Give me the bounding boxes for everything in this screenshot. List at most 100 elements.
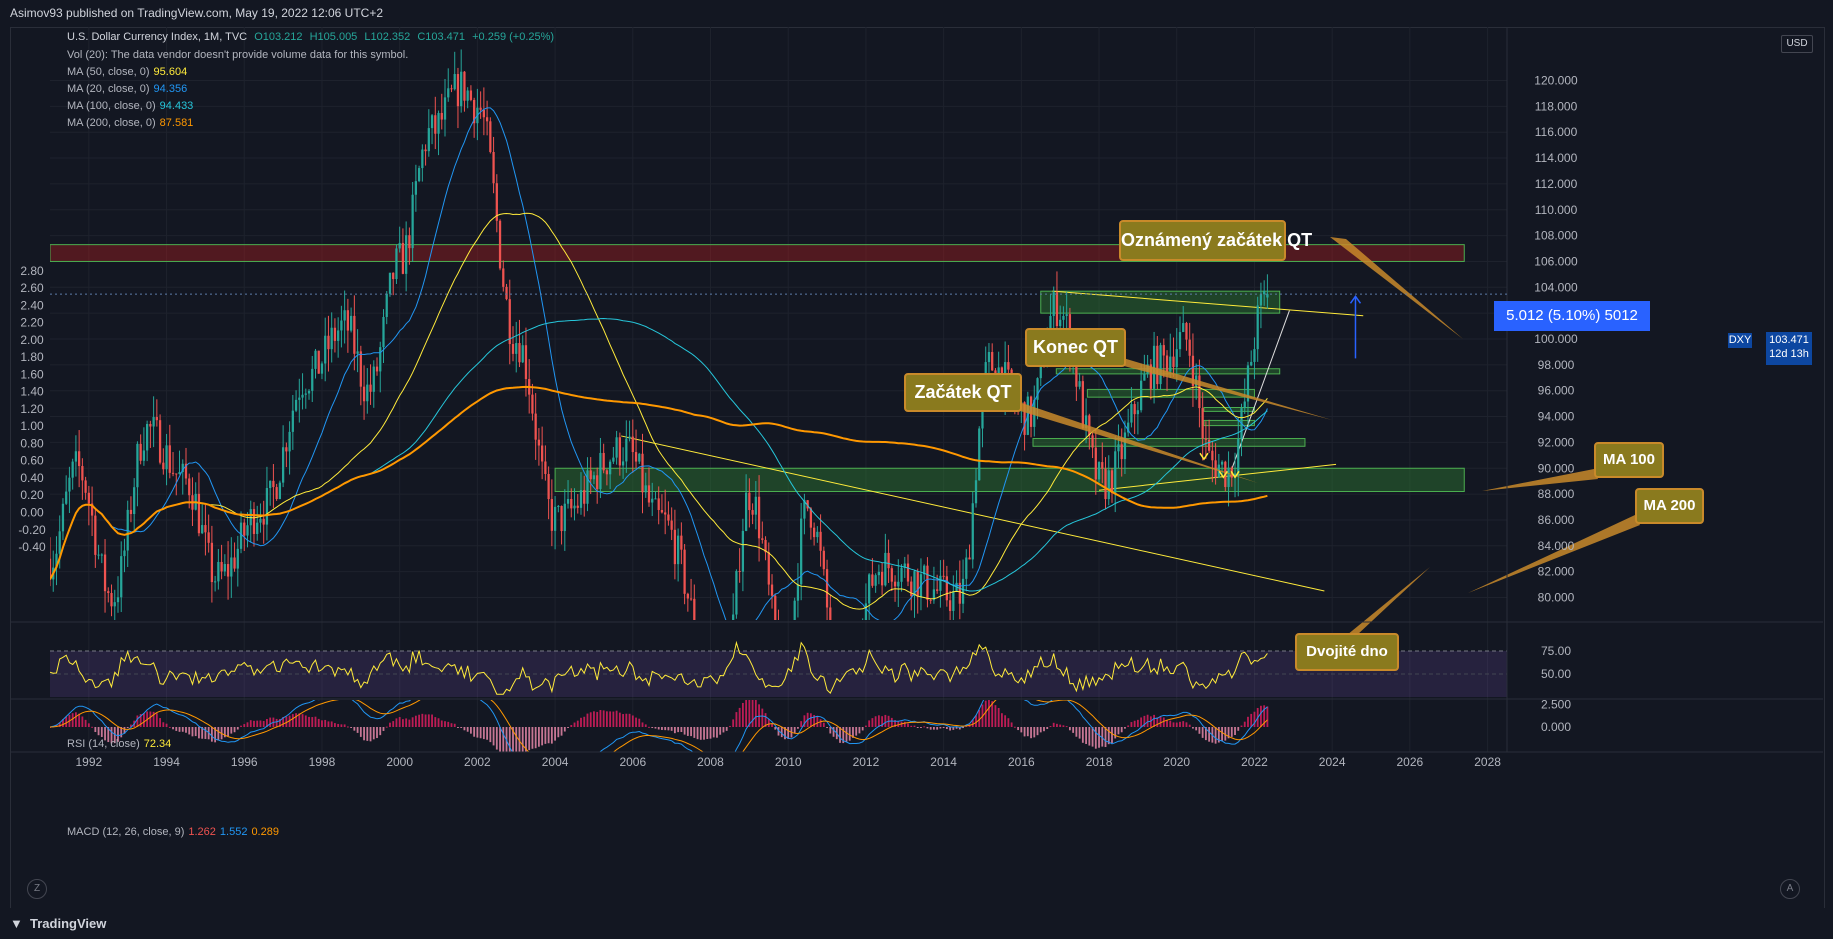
callout-dvojite-dno[interactable]: Dvojité dno — [1295, 633, 1399, 671]
support-zone — [1040, 290, 1281, 314]
macd-histogram-bar — [1198, 727, 1201, 734]
candle-body — [1143, 373, 1146, 381]
macd-histogram-bar — [612, 711, 615, 727]
macd-histogram-bar — [547, 727, 550, 744]
candle-body — [932, 589, 936, 601]
macd-histogram-bar — [615, 710, 618, 727]
macd-histogram-bar — [1101, 727, 1104, 747]
callout-zacatek-qt[interactable]: Začátek QT — [904, 373, 1022, 412]
macd-histogram-bar — [1059, 724, 1062, 727]
candle-body — [411, 194, 414, 249]
macd-histogram-bar — [865, 725, 867, 727]
candle-body — [952, 591, 955, 611]
macd-histogram-bar — [1001, 713, 1003, 727]
macd-histogram-bar — [1237, 727, 1240, 731]
candle-body — [1036, 378, 1039, 400]
candle-body — [605, 470, 609, 475]
macd-histogram-bar — [722, 727, 725, 733]
macd-histogram-bar — [162, 722, 165, 727]
candle-body — [1149, 364, 1152, 389]
currency-button[interactable]: USD — [1781, 35, 1813, 53]
candle-body — [405, 235, 408, 274]
rsi-line — [50, 640, 1268, 695]
macd-histogram-bar — [848, 727, 851, 741]
candle-body — [1091, 435, 1094, 448]
candle-body — [651, 498, 654, 503]
candle-body — [978, 428, 981, 481]
measure-label[interactable]: 5.012 (5.10%) 5012 — [1494, 301, 1650, 331]
candle-body — [1097, 462, 1101, 480]
macd-histogram-bar — [470, 727, 472, 734]
macd-legend: MACD (12, 26, close, 9) 1.262 1.552 0.289 — [67, 826, 279, 838]
candle-body — [340, 320, 343, 331]
candle-body — [213, 581, 217, 583]
macd-histogram-bar — [1056, 723, 1058, 727]
macd-histogram-bar — [392, 721, 395, 727]
double-bottom-arrow — [1230, 470, 1240, 479]
candle-body — [204, 525, 207, 533]
macd-histogram-bar — [978, 709, 981, 727]
year-label: 2000 — [386, 755, 413, 769]
macd-histogram-bar — [243, 724, 246, 727]
candle-body — [945, 576, 948, 601]
macd-histogram-bar — [945, 727, 948, 730]
macd-histogram-bar — [971, 719, 974, 727]
candle-body — [181, 463, 184, 473]
macd-histogram-bar — [774, 727, 777, 730]
macd-pane — [50, 700, 1269, 752]
callout-oznameny-zacatek-qt[interactable]: Oznámený začátek QT — [1119, 220, 1312, 261]
callout-konec-qt[interactable]: Konec QT — [1025, 328, 1126, 367]
candle-body — [819, 531, 822, 551]
candle-body — [1159, 345, 1162, 385]
candle-body — [1052, 292, 1055, 317]
macd-histogram-bar — [366, 727, 369, 741]
macd-histogram-bar — [282, 716, 285, 727]
left-tick-label: 0.20 — [20, 488, 44, 502]
macd-histogram-bar — [576, 720, 579, 727]
callout-ma200[interactable]: MA 200 — [1635, 488, 1704, 524]
macd-histogram-bar — [709, 727, 712, 739]
candle-body — [110, 592, 113, 607]
candle-body — [570, 498, 573, 509]
macd-histogram-bar — [486, 727, 489, 740]
macd-histogram-bar — [1013, 726, 1016, 728]
macd-histogram-bar — [580, 717, 582, 727]
candle-body — [285, 447, 288, 452]
pointer-ma100 — [1482, 469, 1598, 491]
macd-histogram-bar — [372, 727, 375, 740]
macd-histogram-bar — [1068, 727, 1071, 731]
macd-histogram-bar — [204, 727, 207, 739]
candle-body — [184, 463, 188, 479]
candle-body — [683, 549, 686, 594]
trendline-top — [1052, 290, 1364, 317]
candle-body — [1007, 362, 1010, 370]
support-zone — [1086, 388, 1255, 398]
footer-bar — [0, 908, 1833, 939]
candle-body — [741, 530, 745, 572]
candle-body — [738, 571, 741, 573]
macd-histogram-bar — [408, 719, 411, 727]
candle-body — [790, 641, 792, 650]
candle-body — [463, 71, 466, 101]
year-label: 2028 — [1474, 755, 1501, 769]
macd-histogram-bar — [1088, 727, 1091, 746]
callout-ma100[interactable]: MA 100 — [1594, 442, 1664, 478]
candle-body — [94, 515, 97, 555]
symbol-legend: U.S. Dollar Currency Index, 1M, TVC O103… — [67, 31, 554, 43]
price-zones — [50, 244, 1465, 493]
year-label: 1992 — [76, 755, 103, 769]
candle-body — [1084, 415, 1088, 428]
macd-histogram-bar — [1117, 727, 1120, 735]
macd-histogram-bar — [583, 716, 586, 727]
chart-canvas[interactable]: 1992 1994 1996 1998 2000 2002 2004 2006 2008 2010… — [10, 27, 1823, 908]
zoom-toggle-button[interactable]: Z — [27, 879, 47, 899]
macd-histogram-bar — [1250, 713, 1253, 727]
rsi-label: RSI (14, close) — [67, 738, 140, 750]
macd-histogram-bar — [285, 716, 288, 727]
macd-label: MACD (12, 26, close, 9) — [67, 826, 185, 838]
trendline-bottom — [1098, 463, 1337, 491]
auto-scale-button[interactable]: A — [1780, 879, 1800, 899]
macd-histogram-bar — [952, 727, 955, 730]
macd-histogram-bar — [379, 727, 382, 736]
candle-body — [281, 447, 285, 483]
